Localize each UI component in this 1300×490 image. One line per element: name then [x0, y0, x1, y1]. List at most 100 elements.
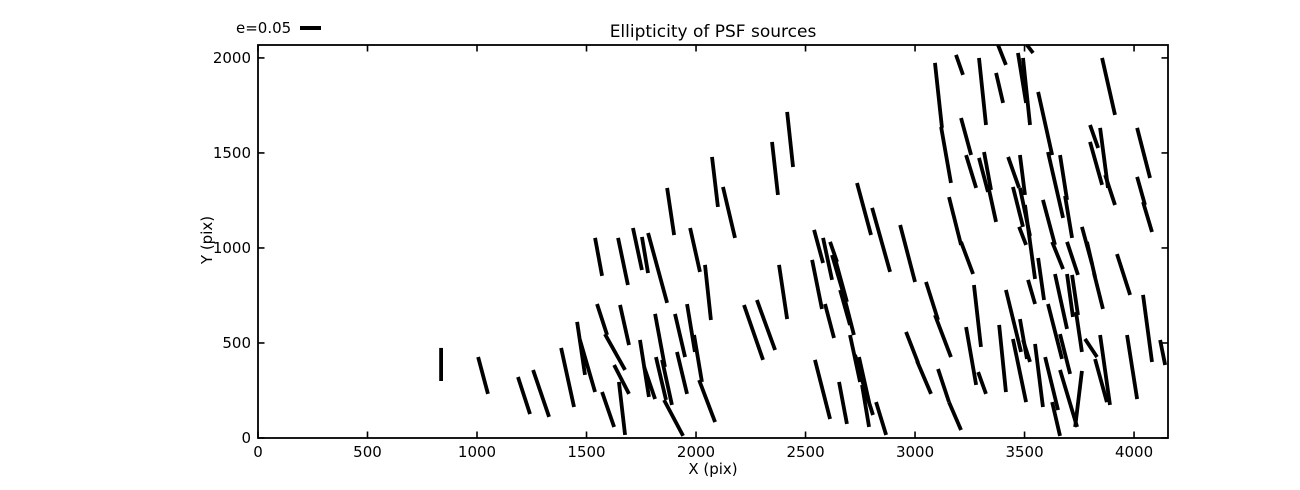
psf-ellipticity-whisker [1041, 199, 1057, 246]
psf-ellipticity-whisker [947, 196, 963, 246]
psf-ellipticity-whisker [977, 57, 988, 126]
psf-ellipticity-whisker [976, 371, 988, 395]
psf-ellipticity-whisker [959, 241, 975, 275]
plot-border [257, 44, 1169, 439]
psf-ellipticity-whisker [939, 126, 953, 184]
psf-ellipticity-whisker [898, 224, 917, 283]
psf-ellipticity-whisker [631, 227, 644, 271]
psf-ellipticity-whisker [1017, 226, 1028, 246]
x-tick-label: 4000 [1115, 443, 1153, 461]
psf-ellipticity-whisker [1006, 156, 1021, 189]
psf-ellipticity-whisker [675, 351, 689, 395]
psf-ellipticity-whisker [721, 186, 737, 239]
y-tick-label: 500 [222, 334, 251, 352]
psf-ellipticity-whisker [1092, 272, 1105, 310]
psf-ellipticity-whisker [531, 369, 551, 418]
psf-ellipticity-whisker [618, 304, 631, 346]
y-tick-label: 2000 [213, 49, 251, 67]
psf-ellipticity-whisker [860, 384, 871, 428]
psf-ellipticity-whisker [982, 151, 993, 191]
psf-ellipticity-whisker [1141, 294, 1154, 363]
psf-ellipticity-whisker [578, 339, 597, 393]
psf-ellipticity-whisker [994, 72, 1005, 104]
psf-ellipticity-whisker [996, 44, 1008, 66]
psf-ellipticity-whisker [1098, 334, 1112, 406]
psf-ellipticity-whisker [1135, 127, 1152, 179]
legend-label: e=0.05 [236, 19, 292, 37]
x-tick-label: 3000 [896, 443, 934, 461]
psf-ellipticity-whisker [697, 379, 717, 423]
psf-ellipticity-whisker [1016, 52, 1028, 104]
psf-ellipticity-whisker [646, 232, 669, 304]
psf-ellipticity-whisker [476, 356, 490, 395]
x-tick-label: 0 [253, 443, 263, 461]
psf-ellipticity-whisker [936, 368, 951, 403]
psf-ellipticity-whisker [642, 366, 657, 400]
psf-ellipticity-whisker [1021, 57, 1032, 126]
psf-ellipticity-whisker [997, 324, 1008, 393]
x-tick-label: 500 [353, 443, 382, 461]
psf-ellipticity-whisker [1033, 343, 1045, 408]
psf-ellipticity-whisker [1074, 311, 1084, 353]
psf-ellipticity-whisker [1070, 274, 1080, 316]
psf-ellipticity-whisker [1135, 176, 1147, 206]
y-tick-label: 1000 [213, 239, 251, 257]
psf-ellipticity-whisker [1073, 370, 1084, 428]
psf-ellipticity-whisker [904, 331, 920, 364]
psf-ellipticity-whisker [1053, 273, 1069, 330]
psf-ellipticity-whisker [640, 236, 650, 274]
psf-whisker-segments [439, 43, 1168, 437]
psf-ellipticity-whisker [1023, 204, 1037, 280]
psf-ellipticity-whisker [742, 304, 765, 361]
legend-key-line [300, 26, 322, 30]
x-tick-label: 1500 [567, 443, 605, 461]
psf-ellipticity-whisker [1004, 289, 1023, 353]
psf-ellipticity-whisker [1103, 174, 1117, 206]
psf-ellipticity-whisker [1141, 201, 1154, 233]
psf-ellipticity-whisker [834, 261, 849, 303]
psf-ellipticity-whisker [1043, 356, 1060, 411]
y-axis-label: Y (pix) [198, 215, 216, 265]
psf-ellipticity-whisker [947, 401, 963, 431]
psf-ellipticity-whisker [964, 326, 979, 386]
psf-ellipticity-whisker [1125, 334, 1139, 400]
psf-ellipticity-whisker [673, 313, 687, 358]
psf-ellipticity-whisker [1026, 279, 1037, 305]
psf-ellipticity-whisker [986, 184, 998, 223]
psf-ellipticity-whisker [685, 303, 697, 353]
axis-tick-labels: 0 500 1000 1500 2000 2500 3000 3500 4000 0 500 1000… [213, 49, 1153, 461]
psf-ellipticity-whisker [710, 156, 720, 208]
psf-ellipticity-whisker [874, 401, 888, 436]
psf-ellipticity-whisker [688, 227, 702, 273]
psf-ellipticity-whisker [1083, 337, 1099, 359]
psf-ellipticity-whisker [755, 299, 777, 351]
psf-ellipticity-whisker [1046, 151, 1065, 219]
psf-ellipticity-whisker [1046, 303, 1064, 360]
psf-ellipticity-whisker [559, 347, 576, 408]
psf-ellipticity-whisker [810, 259, 824, 310]
plot-title: Ellipticity of PSF sources [609, 22, 817, 42]
psf-ellipticity-whisker [1065, 241, 1080, 276]
psf-ellipticity-whisker [612, 364, 631, 395]
y-tick-label: 0 [241, 429, 251, 447]
x-tick-label: 3500 [1005, 443, 1043, 461]
psf-ellipticity-whisker [1158, 339, 1168, 366]
psf-ellipticity-whisker [603, 333, 627, 371]
psf-ellipticity-whisker [1036, 91, 1054, 156]
psf-ellipticity-whisker [1063, 195, 1074, 239]
psf-ellipticity-whisker [1058, 154, 1069, 201]
psf-ellipticity-whisker [860, 379, 875, 416]
psf-ellipticity-whisker [660, 359, 674, 406]
psf-ellipticity-whisker [1058, 369, 1079, 428]
psf-ellipticity-whisker [1036, 257, 1046, 301]
psf-ellipticity-whisker [915, 360, 933, 395]
psf-ellipticity-whisker [653, 313, 667, 368]
psf-ellipticity-whisker [595, 303, 609, 336]
psf-ellipticity-whisker [616, 237, 630, 286]
psf-ellipticity-whisker [665, 187, 677, 236]
psf-ellipticity-whisker [823, 303, 836, 339]
psf-ellipticity-whisker [837, 381, 849, 425]
psf-ellipticity-whisker [593, 237, 604, 277]
psf-ellipticity-whisker [933, 314, 953, 358]
